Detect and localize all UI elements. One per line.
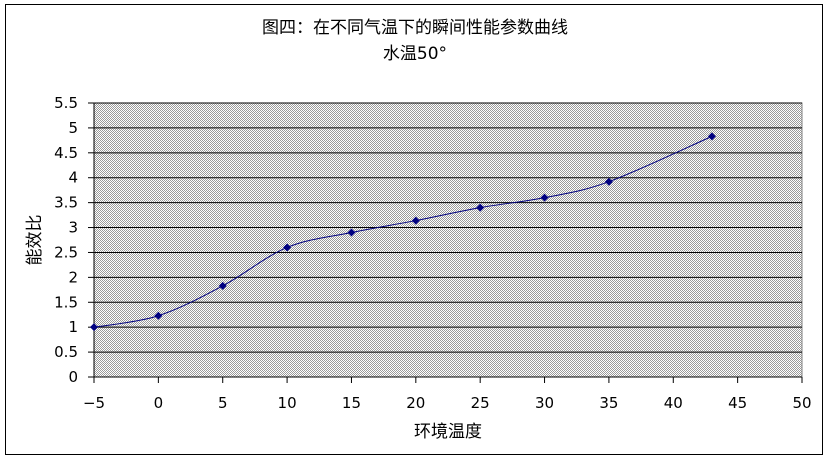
x-tick-labels: −5 0 5 10 15 20 25 30 35 40 45 50 <box>83 394 812 412</box>
y-tick-label: 2 <box>68 268 78 286</box>
y-tick-label: 2.5 <box>54 243 78 261</box>
data-point <box>90 323 98 332</box>
y-tick-labels: 0 0.5 1 1.5 2 2.5 3 3.5 4 4.5 5 5.5 <box>54 94 78 386</box>
data-point <box>218 281 227 290</box>
axes <box>88 102 803 383</box>
data-point <box>154 311 163 320</box>
y-tick-label: 5 <box>68 119 78 137</box>
x-tick-label: 45 <box>728 394 747 412</box>
x-tick-label: 20 <box>406 394 425 412</box>
series-line <box>93 135 713 328</box>
x-tick-label: 10 <box>278 394 297 412</box>
grid-lines <box>94 102 802 353</box>
y-tick-label: 3.5 <box>54 194 78 212</box>
data-point <box>347 228 356 237</box>
x-tick-label: 0 <box>154 394 164 412</box>
data-point <box>707 132 716 141</box>
data-point <box>540 193 549 202</box>
chart-subtitle: 水温50° <box>383 44 447 64</box>
data-point <box>283 243 292 252</box>
data-series <box>90 132 716 332</box>
y-tick-label: 4 <box>68 169 78 187</box>
x-tick-label: 40 <box>664 394 683 412</box>
x-axis-label: 环境温度 <box>414 422 482 442</box>
x-tick-label: 50 <box>792 394 811 412</box>
y-tick-label: 5.5 <box>54 94 78 112</box>
y-tick-label: 1 <box>68 318 78 336</box>
x-tick-label: 15 <box>342 394 361 412</box>
data-point <box>604 177 613 186</box>
y-tick-label: 0.5 <box>54 343 78 361</box>
x-tick-label: 30 <box>535 394 554 412</box>
data-point <box>476 203 485 212</box>
chart-title: 图四：在不同气温下的瞬间性能参数曲线 <box>262 18 568 38</box>
x-tick-label: 35 <box>599 394 618 412</box>
y-tick-label: 4.5 <box>54 144 78 162</box>
y-tick-label: 3 <box>68 219 78 237</box>
x-tick-label: 25 <box>471 394 490 412</box>
y-axis-label: 能效比 <box>25 215 45 266</box>
y-tick-label: 1.5 <box>54 293 78 311</box>
x-tick-label: −5 <box>83 394 105 412</box>
x-tick-label: 5 <box>218 394 228 412</box>
y-tick-label: 0 <box>68 368 78 386</box>
data-point <box>411 216 420 225</box>
